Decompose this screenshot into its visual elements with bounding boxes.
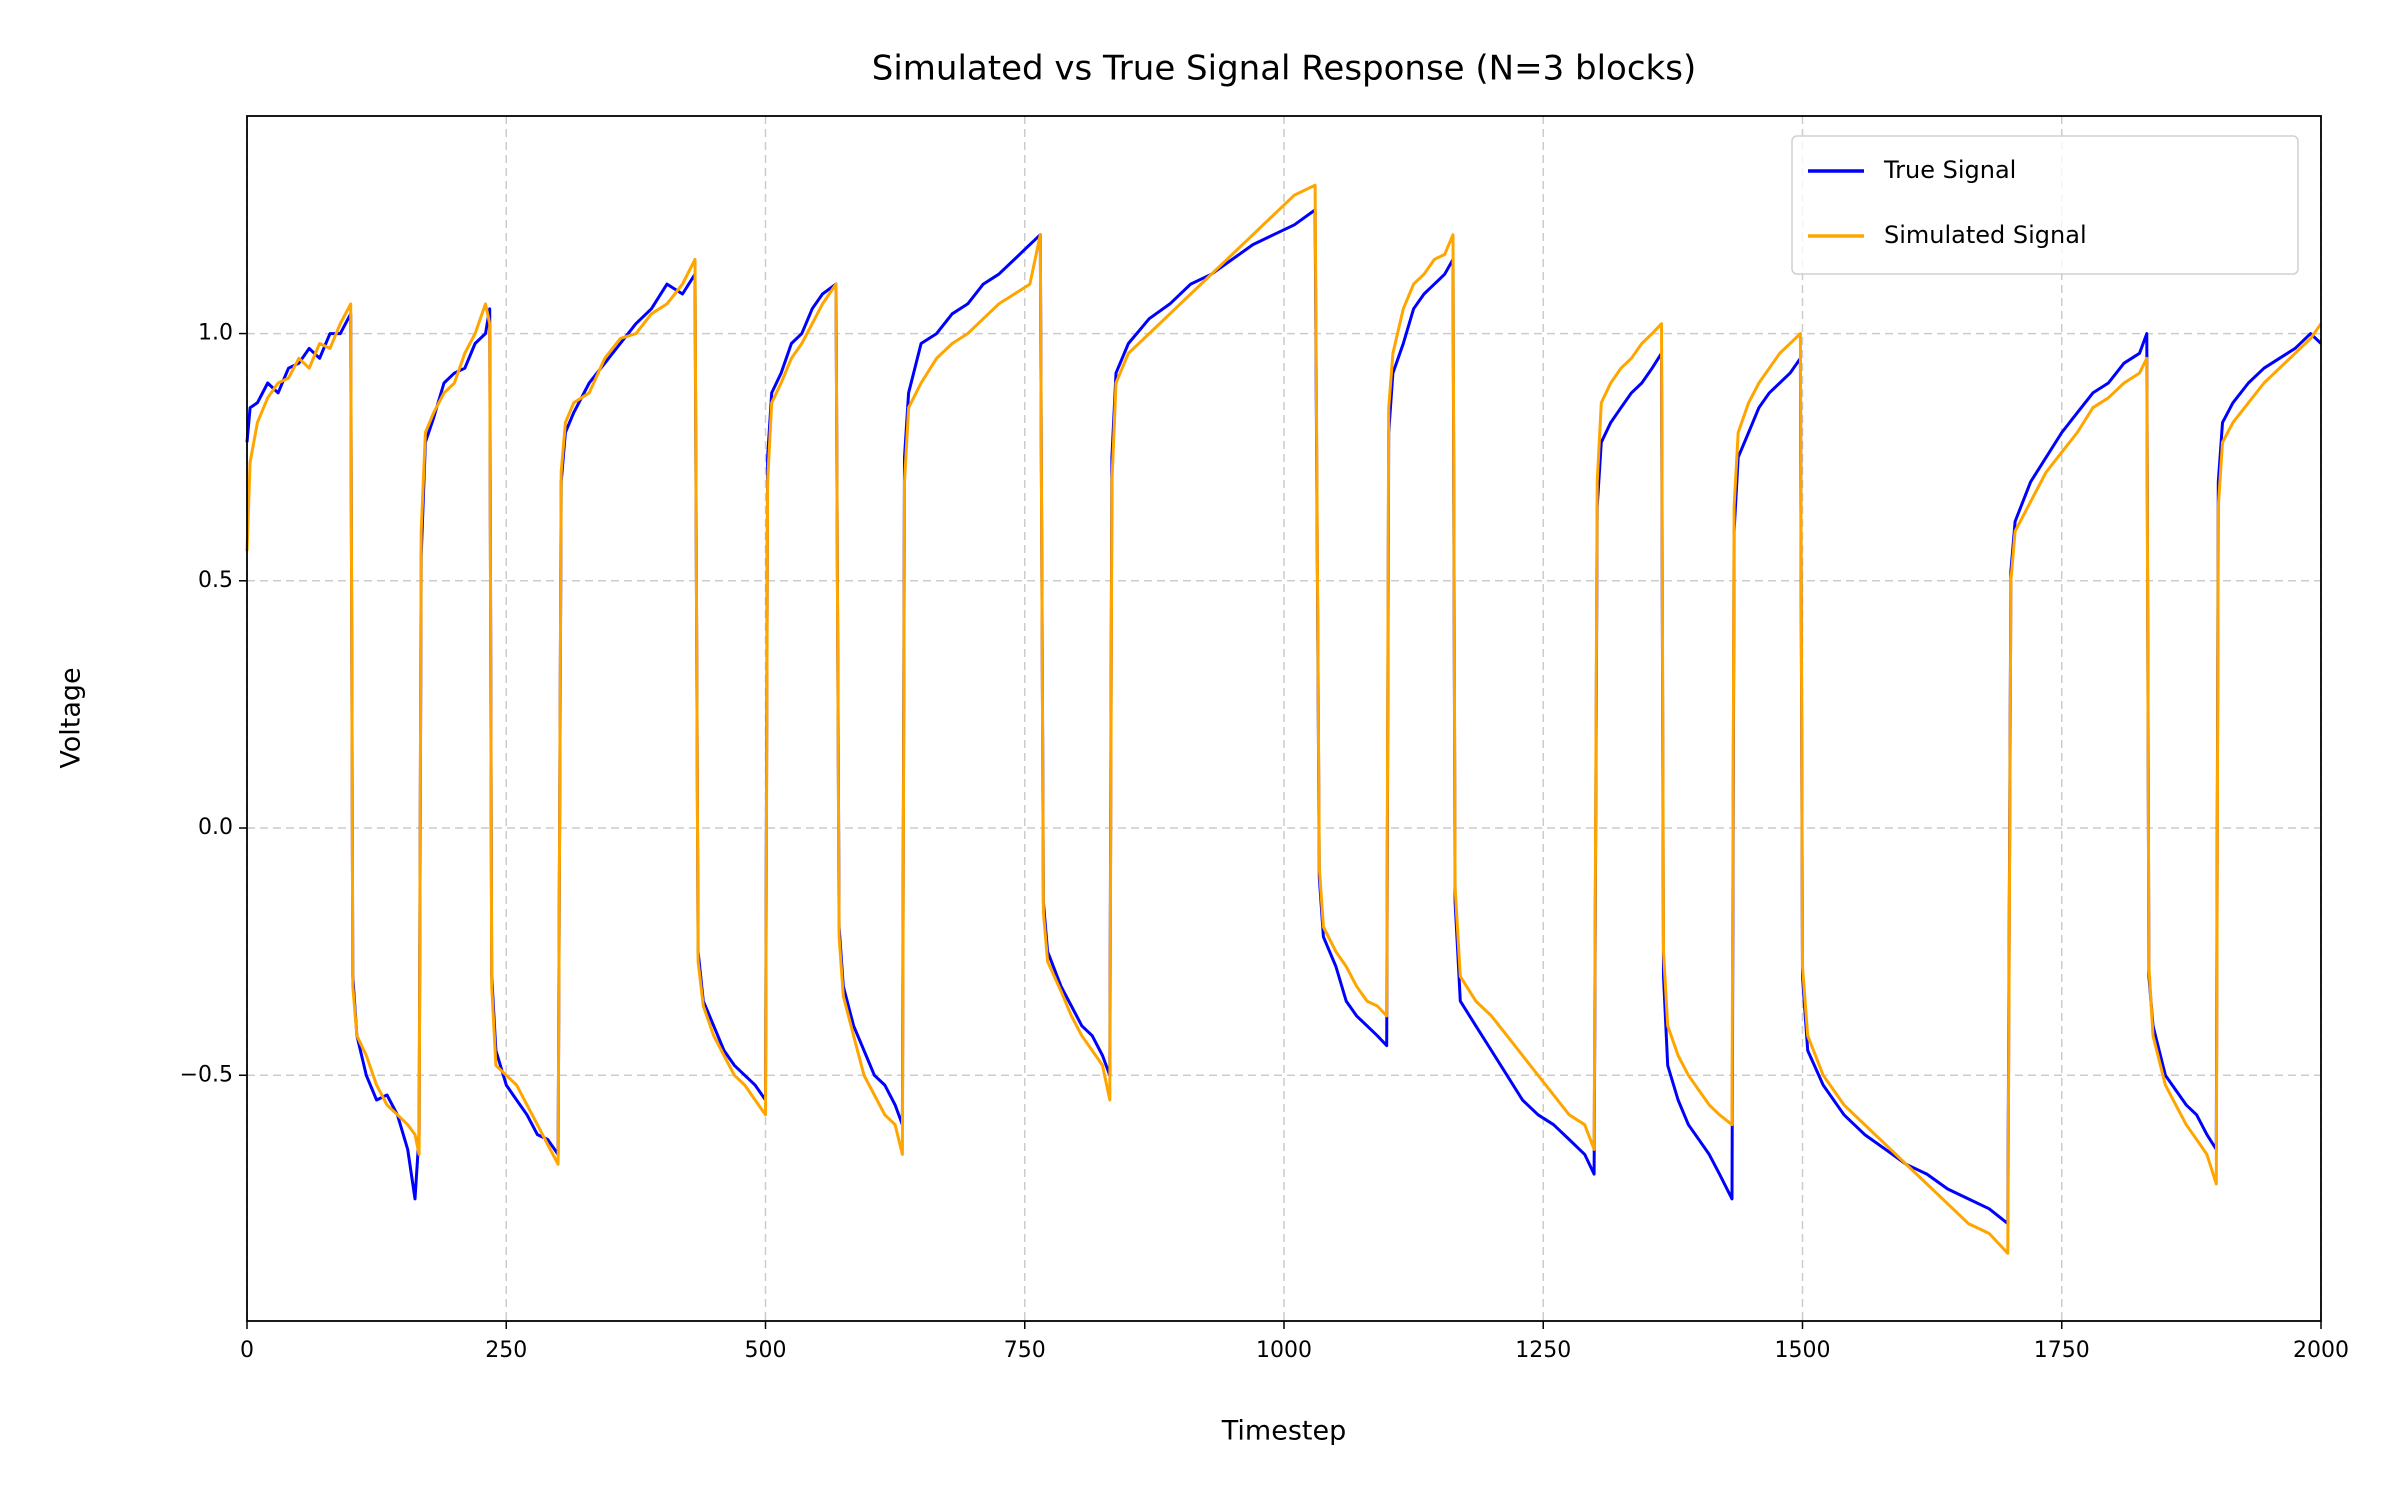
- x-tick-label: 250: [485, 1338, 527, 1363]
- legend: True Signal Simulated Signal: [1791, 135, 2299, 275]
- x-tick-label: 2000: [2293, 1338, 2349, 1363]
- series-line: [245, 208, 2323, 1226]
- legend-box: [1791, 135, 2299, 275]
- x-tick-label: 500: [745, 1338, 787, 1363]
- y-axis-label: Voltage: [56, 667, 87, 768]
- x-tick-label: 750: [1004, 1338, 1046, 1363]
- y-tick-label: 1.0: [198, 321, 233, 346]
- plot-frame: [246, 115, 2322, 1322]
- chart-title: Simulated vs True Signal Response (N=3 b…: [872, 49, 1696, 89]
- x-axis-label: Timestep: [1221, 1416, 1346, 1447]
- x-tick-label: 1250: [1515, 1338, 1571, 1363]
- legend-label: Simulated Signal: [1884, 221, 2087, 249]
- series-line: [245, 183, 2323, 1255]
- legend-label: True Signal: [1883, 156, 2016, 184]
- x-tick-label: 0: [240, 1338, 254, 1363]
- y-tick-label: 0.0: [198, 815, 233, 840]
- x-tick-label: 1750: [2034, 1338, 2090, 1363]
- x-tick-label: 1000: [1256, 1338, 1312, 1363]
- x-tick-label: 1500: [1775, 1338, 1831, 1363]
- y-tick-label: 0.5: [198, 568, 233, 593]
- y-tick-label: −0.5: [180, 1062, 233, 1087]
